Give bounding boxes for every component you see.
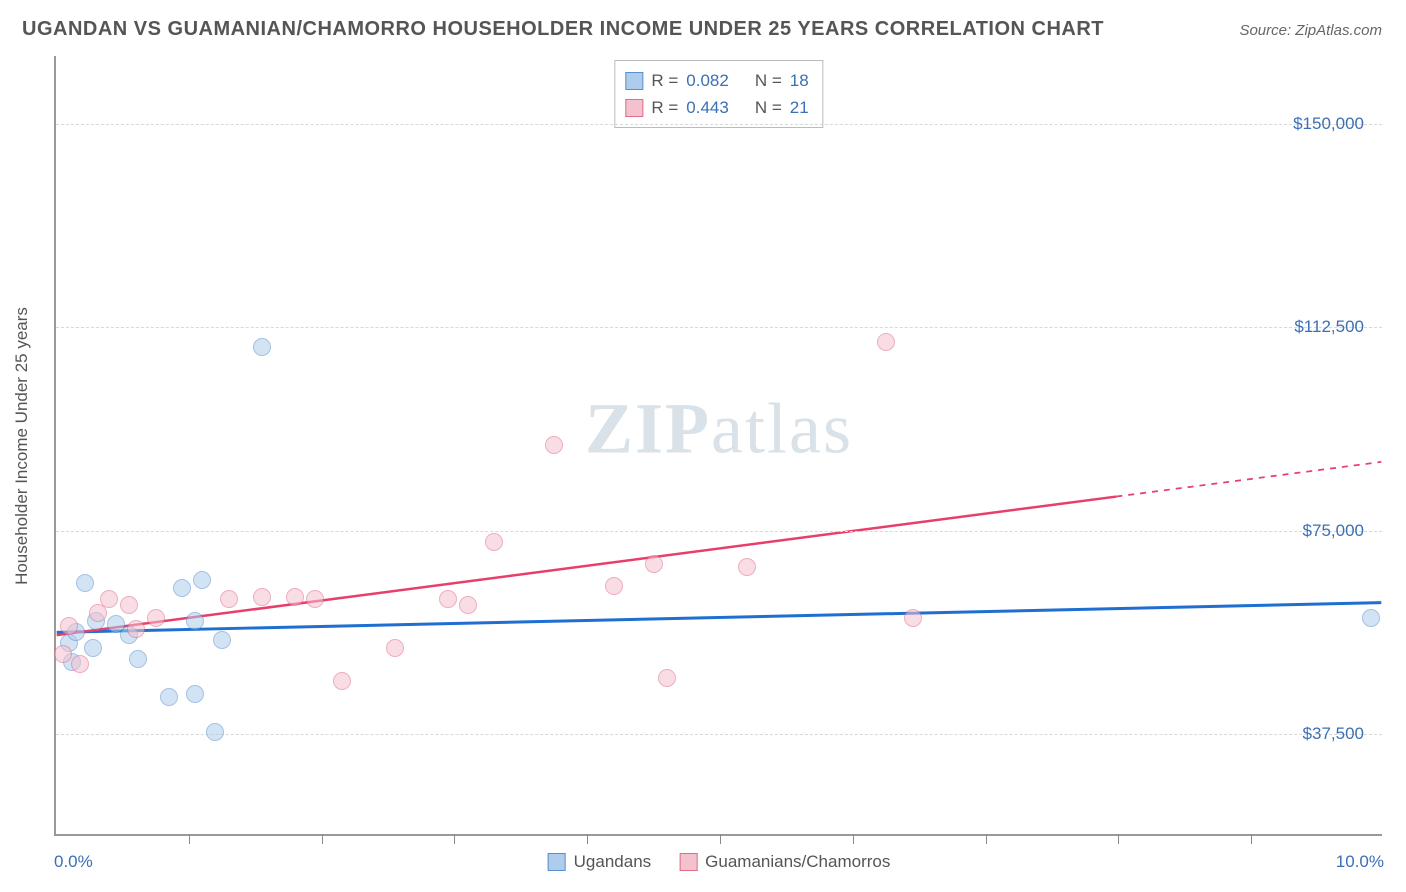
data-point — [127, 620, 145, 638]
data-point — [877, 333, 895, 351]
y-tick-label: $150,000 — [1293, 114, 1364, 134]
gridline — [56, 734, 1382, 735]
stats-row: R = 0.082 N = 18 — [625, 67, 808, 94]
data-point — [129, 650, 147, 668]
data-point — [485, 533, 503, 551]
scatter-chart: ZIPatlas R =0.082N =18R =0.443N =21 Ugan… — [54, 56, 1382, 836]
r-label: R = — [651, 67, 678, 94]
y-tick-label: $75,000 — [1303, 521, 1364, 541]
data-point — [193, 571, 211, 589]
data-point — [658, 669, 676, 687]
n-value: 18 — [790, 67, 809, 94]
legend-label: Guamanians/Chamorros — [705, 852, 890, 872]
y-tick-label: $112,500 — [1294, 317, 1364, 337]
data-point — [71, 655, 89, 673]
correlation-stats-box: R = 0.082 N = 18 R = 0.443 N = 21 — [614, 60, 823, 128]
data-point — [738, 558, 756, 576]
data-point — [60, 617, 78, 635]
n-value: 21 — [790, 94, 809, 121]
legend-swatch — [679, 853, 697, 871]
data-point — [173, 579, 191, 597]
x-tick — [322, 834, 323, 844]
watermark-text: ZIPatlas — [585, 388, 853, 471]
data-point — [100, 590, 118, 608]
data-point — [904, 609, 922, 627]
x-tick — [454, 834, 455, 844]
x-tick — [1118, 834, 1119, 844]
n-label: N = — [755, 94, 782, 121]
data-point — [333, 672, 351, 690]
data-point — [605, 577, 623, 595]
data-point — [76, 574, 94, 592]
data-point — [459, 596, 477, 614]
data-point — [147, 609, 165, 627]
legend-swatch — [625, 72, 643, 90]
x-tick — [986, 834, 987, 844]
data-point — [286, 588, 304, 606]
trend-lines-layer — [56, 56, 1382, 834]
x-tick — [587, 834, 588, 844]
source-attribution: Source: ZipAtlas.com — [1239, 22, 1382, 39]
data-point — [545, 436, 563, 454]
legend-item: Guamanians/Chamorros — [679, 852, 890, 872]
r-value: 0.443 — [686, 94, 729, 121]
n-label: N = — [755, 67, 782, 94]
data-point — [120, 596, 138, 614]
gridline — [56, 327, 1382, 328]
data-point — [54, 645, 72, 663]
x-tick — [853, 834, 854, 844]
data-point — [84, 639, 102, 657]
data-point — [645, 555, 663, 573]
chart-title: UGANDAN VS GUAMANIAN/CHAMORRO HOUSEHOLDE… — [22, 18, 1104, 41]
r-label: R = — [651, 94, 678, 121]
data-point — [160, 688, 178, 706]
data-point — [206, 723, 224, 741]
data-point — [253, 588, 271, 606]
x-tick — [720, 834, 721, 844]
data-point — [253, 338, 271, 356]
data-point — [306, 590, 324, 608]
data-point — [186, 685, 204, 703]
x-tick — [1251, 834, 1252, 844]
data-point — [220, 590, 238, 608]
data-point — [439, 590, 457, 608]
legend-label: Ugandans — [574, 852, 652, 872]
r-value: 0.082 — [686, 67, 729, 94]
data-point — [386, 639, 404, 657]
y-axis-label: Householder Income Under 25 years — [12, 56, 32, 836]
legend-swatch — [625, 99, 643, 117]
x-axis-min-label: 0.0% — [54, 852, 93, 872]
gridline — [56, 124, 1382, 125]
legend-item: Ugandans — [548, 852, 652, 872]
stats-row: R = 0.443 N = 21 — [625, 94, 808, 121]
data-point — [186, 612, 204, 630]
y-tick-label: $37,500 — [1303, 724, 1364, 744]
legend-swatch — [548, 853, 566, 871]
series-legend: Ugandans Guamanians/Chamorros — [548, 852, 891, 872]
data-point — [213, 631, 231, 649]
x-tick — [189, 834, 190, 844]
gridline — [56, 531, 1382, 532]
data-point — [1362, 609, 1380, 627]
x-axis-max-label: 10.0% — [1336, 852, 1384, 872]
